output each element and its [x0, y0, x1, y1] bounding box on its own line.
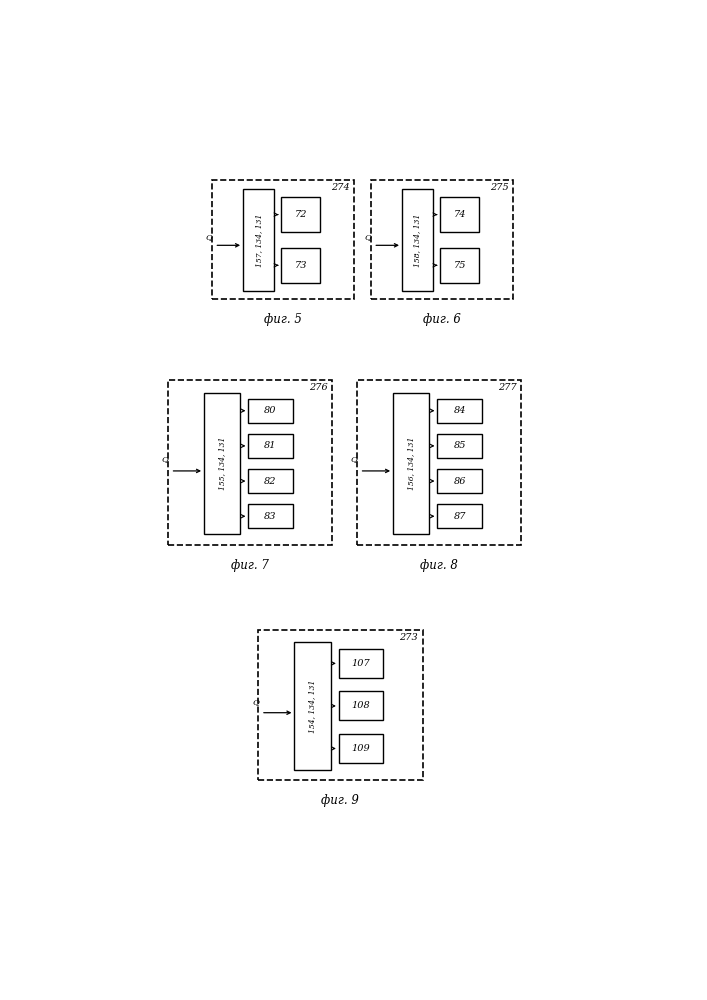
Bar [211, 180, 354, 299]
Text: 81: 81 [264, 441, 277, 450]
Text: фиг. 7: фиг. 7 [231, 559, 269, 572]
Bar [168, 380, 332, 545]
Text: 85: 85 [453, 441, 466, 450]
Bar [440, 197, 479, 232]
Bar [294, 642, 331, 770]
Text: 158, 134, 131: 158, 134, 131 [414, 213, 421, 267]
Text: 109: 109 [351, 744, 370, 753]
Bar [339, 649, 383, 678]
Bar [281, 197, 320, 232]
Bar [339, 734, 383, 763]
Text: 154, 134, 131: 154, 134, 131 [308, 679, 317, 733]
Bar [438, 504, 481, 528]
Bar [370, 180, 513, 299]
Bar [438, 469, 481, 493]
Text: 73: 73 [294, 261, 307, 270]
Bar [402, 189, 433, 291]
Text: Q: Q [162, 455, 168, 463]
Text: 82: 82 [264, 477, 277, 486]
Bar [243, 189, 274, 291]
Bar [248, 399, 293, 423]
Bar [438, 399, 481, 423]
Text: 274: 274 [331, 183, 350, 192]
Text: фиг. 9: фиг. 9 [322, 794, 359, 807]
Text: 80: 80 [264, 406, 277, 415]
Text: 276: 276 [309, 383, 328, 392]
Bar [281, 248, 320, 283]
Text: 277: 277 [498, 383, 517, 392]
Text: 107: 107 [351, 659, 370, 668]
Text: 108: 108 [351, 701, 370, 710]
Text: 83: 83 [264, 512, 277, 521]
Text: 74: 74 [453, 210, 466, 219]
Bar [248, 504, 293, 528]
Bar [204, 393, 240, 534]
Text: 84: 84 [453, 406, 466, 415]
Bar [339, 691, 383, 720]
Text: фиг. 8: фиг. 8 [420, 559, 458, 572]
Text: 157, 134, 131: 157, 134, 131 [255, 213, 263, 267]
Bar [440, 248, 479, 283]
Text: Q: Q [252, 698, 259, 706]
Text: фиг. 5: фиг. 5 [264, 313, 302, 326]
Text: 86: 86 [453, 477, 466, 486]
Text: 155, 134, 131: 155, 134, 131 [218, 437, 226, 490]
Text: 275: 275 [490, 183, 508, 192]
Text: 87: 87 [453, 512, 466, 521]
Bar [357, 380, 521, 545]
Text: 72: 72 [294, 210, 307, 219]
Text: Q: Q [364, 233, 371, 241]
Text: фиг. 6: фиг. 6 [423, 313, 461, 326]
Bar [248, 434, 293, 458]
Text: 75: 75 [453, 261, 466, 270]
Bar [248, 469, 293, 493]
Bar [258, 630, 423, 780]
Bar [438, 434, 481, 458]
Text: 273: 273 [399, 633, 419, 642]
Bar [393, 393, 429, 534]
Text: 156, 134, 131: 156, 134, 131 [407, 437, 415, 490]
Text: Q: Q [351, 455, 358, 463]
Text: Q: Q [206, 233, 212, 241]
